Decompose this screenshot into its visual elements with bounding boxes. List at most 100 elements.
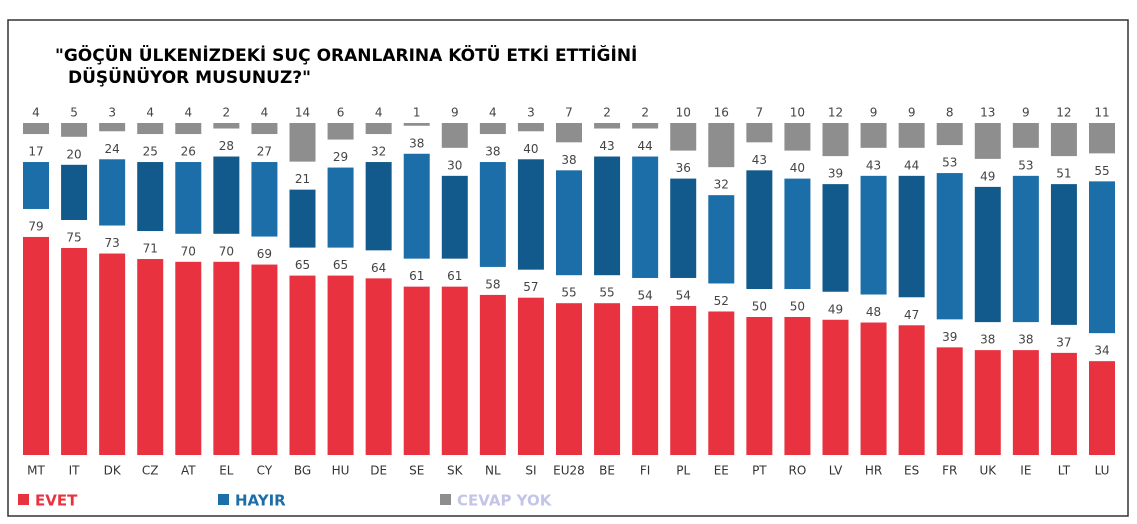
value-label: 14 — [295, 106, 310, 120]
value-label: 38 — [980, 333, 995, 347]
value-label: 39 — [942, 330, 957, 344]
value-label: 2 — [603, 106, 611, 120]
value-label: 79 — [28, 219, 43, 233]
value-label: 44 — [904, 158, 919, 172]
value-label: 9 — [908, 106, 916, 120]
bar-segment — [213, 123, 240, 129]
x-tick-label: LT — [1058, 464, 1071, 478]
value-label: 37 — [1056, 335, 1071, 349]
bar-segment — [860, 123, 887, 148]
legend-swatch — [218, 494, 229, 505]
x-tick-label: LV — [829, 464, 843, 478]
value-label: 55 — [1094, 164, 1109, 178]
value-label: 32 — [371, 145, 386, 159]
bar-segment — [441, 286, 468, 455]
value-label: 4 — [32, 106, 40, 120]
x-tick-label: PL — [676, 464, 690, 478]
legend-label: HAYIR — [235, 492, 286, 510]
value-label: 38 — [561, 153, 576, 167]
value-label: 9 — [1022, 106, 1030, 120]
bar-segment — [365, 123, 392, 135]
value-label: 38 — [485, 145, 500, 159]
bar-segment — [936, 347, 963, 455]
bar-segment — [974, 123, 1001, 159]
value-label: 55 — [599, 286, 614, 300]
x-tick-label: NL — [485, 464, 501, 478]
bar-segment — [175, 162, 202, 234]
value-label: 70 — [219, 244, 234, 258]
value-label: 43 — [752, 153, 767, 167]
value-label: 53 — [1018, 158, 1033, 172]
value-label: 28 — [219, 139, 234, 153]
bar-segment — [251, 123, 278, 135]
bar-segment — [556, 123, 582, 143]
value-label: 6 — [337, 106, 345, 120]
value-label: 12 — [1056, 106, 1071, 120]
bar-segment — [936, 173, 963, 320]
bar-segment — [251, 264, 278, 455]
x-tick-label: SK — [447, 464, 464, 478]
value-label: 13 — [980, 106, 995, 120]
bar-segment — [1050, 184, 1077, 325]
x-tick-label: UK — [979, 464, 997, 478]
value-label: 50 — [790, 300, 805, 314]
bar-segment — [99, 123, 126, 132]
bar-segment — [213, 156, 240, 234]
value-label: 49 — [980, 169, 995, 183]
value-label: 49 — [828, 302, 843, 316]
value-label: 54 — [676, 288, 691, 302]
bar-segment — [860, 175, 887, 295]
bar-segment — [289, 275, 316, 455]
bar-segment — [670, 178, 697, 278]
bar-segment — [670, 305, 697, 455]
value-label: 20 — [66, 147, 81, 161]
value-label: 2 — [641, 106, 649, 120]
x-tick-label: FR — [942, 464, 957, 478]
value-label: 4 — [489, 106, 497, 120]
bar-segment — [61, 164, 88, 220]
bar-segment — [441, 175, 468, 259]
bar-segment — [403, 123, 430, 126]
value-label: 4 — [184, 106, 192, 120]
bar-segment — [403, 286, 430, 455]
x-tick-label: LU — [1095, 464, 1110, 478]
bar-segment — [1089, 181, 1115, 334]
bar-segment — [479, 123, 506, 135]
chart-title: "GÖÇÜN ÜLKENİZDEKİ SUÇ ORANLARINA KÖTÜ E… — [55, 44, 637, 66]
bar-segment — [556, 303, 582, 455]
value-label: 70 — [181, 244, 196, 258]
value-label: 27 — [257, 145, 272, 159]
bar-segment — [517, 123, 544, 132]
bar-segment — [556, 170, 582, 276]
bar-segment — [479, 294, 506, 455]
value-label: 38 — [409, 136, 424, 150]
x-tick-label: IE — [1020, 464, 1031, 478]
legend-swatch — [18, 494, 29, 505]
bar-segment — [327, 167, 354, 248]
x-tick-label: DK — [104, 464, 122, 478]
x-tick-label: PT — [752, 464, 767, 478]
value-label: 43 — [599, 139, 614, 153]
x-tick-label: AT — [181, 464, 196, 478]
value-label: 3 — [527, 106, 535, 120]
value-label: 11 — [1094, 106, 1109, 120]
bar-segment — [23, 162, 49, 209]
bar-segment — [708, 195, 735, 284]
value-label: 36 — [676, 161, 691, 175]
chart-title: DÜŞÜNÜYOR MUSUNUZ?" — [68, 66, 311, 88]
value-label: 3 — [108, 106, 116, 120]
bar-segment — [708, 311, 735, 455]
x-tick-label: EE — [714, 464, 729, 478]
x-tick-label: SI — [525, 464, 536, 478]
value-label: 21 — [295, 172, 310, 186]
bar-segment — [23, 236, 49, 455]
value-label: 57 — [523, 280, 538, 294]
bar-segment — [898, 123, 925, 148]
x-tick-label: BG — [294, 464, 311, 478]
value-label: 7 — [565, 106, 573, 120]
bar-segment — [1050, 352, 1077, 455]
value-label: 17 — [28, 145, 43, 159]
value-label: 40 — [790, 161, 805, 175]
bar-segment — [213, 261, 240, 455]
x-tick-label: HU — [332, 464, 350, 478]
